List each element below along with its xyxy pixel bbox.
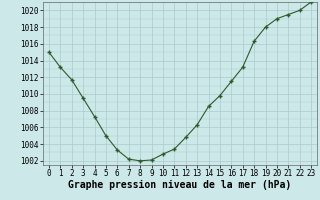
X-axis label: Graphe pression niveau de la mer (hPa): Graphe pression niveau de la mer (hPa)	[68, 180, 292, 190]
